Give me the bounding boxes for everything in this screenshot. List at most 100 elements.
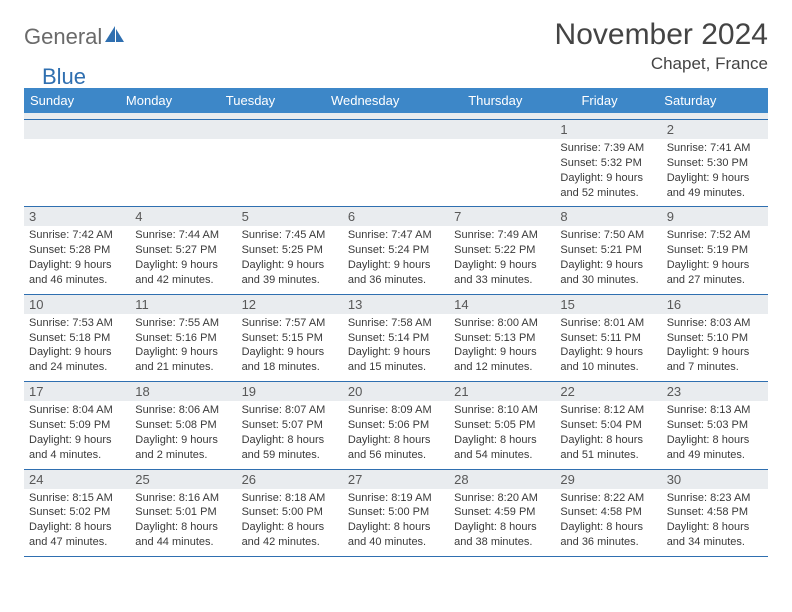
daylight-text: Daylight: 9 hours and 30 minutes. [560,258,656,288]
day-number: 21 [449,382,555,401]
sunset-text: Sunset: 5:22 PM [454,243,550,258]
logo-text-general: General [24,24,102,50]
calendar-day-cell: 25Sunrise: 8:16 AMSunset: 5:01 PMDayligh… [130,469,236,556]
sunrise-text: Sunrise: 7:41 AM [667,141,763,156]
day-details [343,139,449,197]
calendar-day-cell: 16Sunrise: 8:03 AMSunset: 5:10 PMDayligh… [662,294,768,381]
day-number: 7 [449,207,555,226]
daylight-text: Daylight: 8 hours and 56 minutes. [348,433,444,463]
sunrise-text: Sunrise: 8:16 AM [135,491,231,506]
logo: General [24,18,126,50]
daylight-text: Daylight: 9 hours and 21 minutes. [135,345,231,375]
day-number: 20 [343,382,449,401]
calendar-day-cell: 8Sunrise: 7:50 AMSunset: 5:21 PMDaylight… [555,207,661,294]
calendar-day-cell: 18Sunrise: 8:06 AMSunset: 5:08 PMDayligh… [130,382,236,469]
day-details: Sunrise: 7:53 AMSunset: 5:18 PMDaylight:… [24,314,130,381]
daylight-text: Daylight: 9 hours and 4 minutes. [29,433,125,463]
day-details: Sunrise: 8:00 AMSunset: 5:13 PMDaylight:… [449,314,555,381]
daylight-text: Daylight: 9 hours and 2 minutes. [135,433,231,463]
calendar-day-cell: 30Sunrise: 8:23 AMSunset: 4:58 PMDayligh… [662,469,768,556]
sunrise-text: Sunrise: 8:23 AM [667,491,763,506]
calendar-day-cell: 1Sunrise: 7:39 AMSunset: 5:32 PMDaylight… [555,120,661,207]
calendar-day-cell: 2Sunrise: 7:41 AMSunset: 5:30 PMDaylight… [662,120,768,207]
day-details: Sunrise: 7:49 AMSunset: 5:22 PMDaylight:… [449,226,555,293]
day-number: 30 [662,470,768,489]
sunset-text: Sunset: 5:06 PM [348,418,444,433]
day-number [24,120,130,139]
sunset-text: Sunset: 5:27 PM [135,243,231,258]
day-details: Sunrise: 7:41 AMSunset: 5:30 PMDaylight:… [662,139,768,206]
calendar-day-cell: 24Sunrise: 8:15 AMSunset: 5:02 PMDayligh… [24,469,130,556]
day-details: Sunrise: 8:19 AMSunset: 5:00 PMDaylight:… [343,489,449,556]
calendar-day-cell [449,120,555,207]
calendar-table: Sunday Monday Tuesday Wednesday Thursday… [24,88,768,119]
day-details: Sunrise: 8:16 AMSunset: 5:01 PMDaylight:… [130,489,236,556]
calendar-day-cell: 9Sunrise: 7:52 AMSunset: 5:19 PMDaylight… [662,207,768,294]
bottom-border [24,556,768,557]
sunset-text: Sunset: 5:00 PM [242,505,338,520]
day-number: 29 [555,470,661,489]
daylight-text: Daylight: 9 hours and 18 minutes. [242,345,338,375]
sunrise-text: Sunrise: 7:45 AM [242,228,338,243]
dow-tuesday: Tuesday [219,88,324,113]
day-number: 6 [343,207,449,226]
calendar-day-cell: 21Sunrise: 8:10 AMSunset: 5:05 PMDayligh… [449,382,555,469]
calendar-day-cell [343,120,449,207]
sunrise-text: Sunrise: 7:53 AM [29,316,125,331]
day-details: Sunrise: 7:42 AMSunset: 5:28 PMDaylight:… [24,226,130,293]
calendar-day-cell: 17Sunrise: 8:04 AMSunset: 5:09 PMDayligh… [24,382,130,469]
day-details: Sunrise: 7:45 AMSunset: 5:25 PMDaylight:… [237,226,343,293]
sunset-text: Sunset: 5:09 PM [29,418,125,433]
sunrise-text: Sunrise: 8:19 AM [348,491,444,506]
day-number: 11 [130,295,236,314]
sunset-text: Sunset: 5:19 PM [667,243,763,258]
dow-monday: Monday [119,88,219,113]
sunrise-text: Sunrise: 7:52 AM [667,228,763,243]
day-number: 25 [130,470,236,489]
day-number: 28 [449,470,555,489]
sunset-text: Sunset: 5:13 PM [454,331,550,346]
day-details: Sunrise: 7:55 AMSunset: 5:16 PMDaylight:… [130,314,236,381]
day-details: Sunrise: 7:52 AMSunset: 5:19 PMDaylight:… [662,226,768,293]
daylight-text: Daylight: 9 hours and 24 minutes. [29,345,125,375]
daylight-text: Daylight: 8 hours and 38 minutes. [454,520,550,550]
calendar-day-cell: 26Sunrise: 8:18 AMSunset: 5:00 PMDayligh… [237,469,343,556]
day-number: 26 [237,470,343,489]
sunset-text: Sunset: 5:14 PM [348,331,444,346]
sunset-text: Sunset: 4:59 PM [454,505,550,520]
location: Chapet, France [555,54,768,74]
daylight-text: Daylight: 9 hours and 10 minutes. [560,345,656,375]
calendar-day-cell [237,120,343,207]
sunrise-text: Sunrise: 7:39 AM [560,141,656,156]
sunset-text: Sunset: 4:58 PM [560,505,656,520]
logo-text-blue: Blue [42,64,86,90]
day-number: 23 [662,382,768,401]
sunset-text: Sunset: 5:10 PM [667,331,763,346]
sunset-text: Sunset: 5:25 PM [242,243,338,258]
sunrise-text: Sunrise: 8:22 AM [560,491,656,506]
daylight-text: Daylight: 9 hours and 46 minutes. [29,258,125,288]
dow-sunday: Sunday [24,88,119,113]
day-details: Sunrise: 7:39 AMSunset: 5:32 PMDaylight:… [555,139,661,206]
calendar-day-cell: 28Sunrise: 8:20 AMSunset: 4:59 PMDayligh… [449,469,555,556]
day-of-week-row: Sunday Monday Tuesday Wednesday Thursday… [24,88,768,113]
sunset-text: Sunset: 5:07 PM [242,418,338,433]
calendar-week-row: 17Sunrise: 8:04 AMSunset: 5:09 PMDayligh… [24,382,768,469]
day-number: 17 [24,382,130,401]
day-details: Sunrise: 8:20 AMSunset: 4:59 PMDaylight:… [449,489,555,556]
day-details: Sunrise: 8:22 AMSunset: 4:58 PMDaylight:… [555,489,661,556]
sunset-text: Sunset: 5:18 PM [29,331,125,346]
header: General November 2024 Chapet, France [24,18,768,74]
daylight-text: Daylight: 9 hours and 12 minutes. [454,345,550,375]
sunrise-text: Sunrise: 8:12 AM [560,403,656,418]
daylight-text: Daylight: 9 hours and 36 minutes. [348,258,444,288]
sunrise-text: Sunrise: 8:01 AM [560,316,656,331]
calendar-week-row: 24Sunrise: 8:15 AMSunset: 5:02 PMDayligh… [24,469,768,556]
sunset-text: Sunset: 5:30 PM [667,156,763,171]
day-number: 12 [237,295,343,314]
day-number: 27 [343,470,449,489]
sunrise-text: Sunrise: 8:10 AM [454,403,550,418]
sunrise-text: Sunrise: 8:07 AM [242,403,338,418]
daylight-text: Daylight: 8 hours and 40 minutes. [348,520,444,550]
sunset-text: Sunset: 5:16 PM [135,331,231,346]
